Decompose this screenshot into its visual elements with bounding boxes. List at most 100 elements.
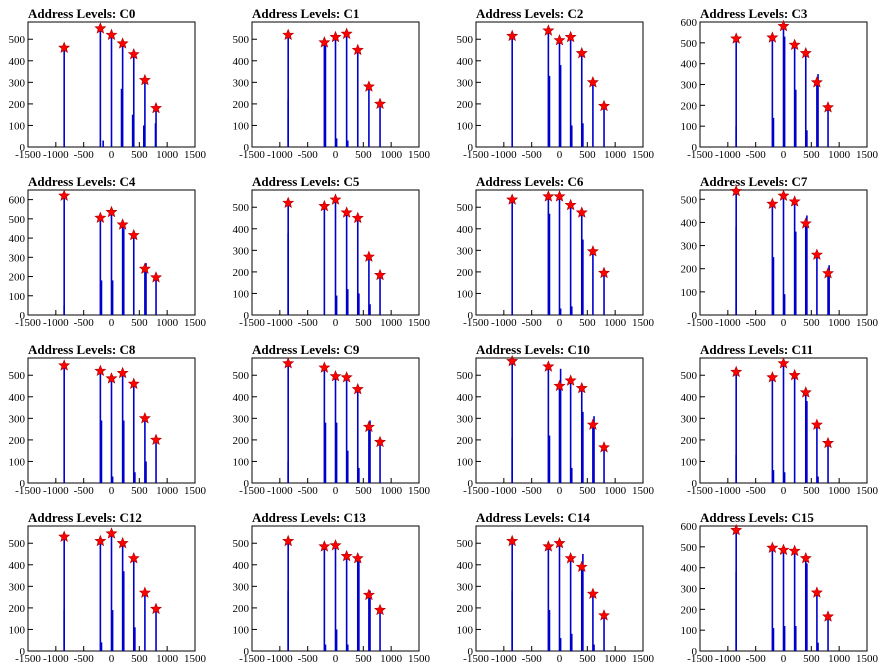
y-tick-label: 500 bbox=[681, 370, 698, 382]
y-tick-label: 300 bbox=[457, 413, 474, 425]
y-tick-label: 100 bbox=[457, 624, 474, 636]
x-tick-label: 500 bbox=[579, 485, 596, 497]
chart-svg: Address Levels: C10 0 100 200 300 400 500 -1500… bbox=[457, 342, 655, 497]
chart-title: Address Levels: C9 bbox=[252, 342, 360, 357]
peak-star-marker bbox=[127, 377, 140, 389]
y-tick-label: 400 bbox=[9, 56, 26, 68]
peak-star-marker bbox=[362, 420, 375, 433]
y-tick-label: 200 bbox=[457, 603, 474, 615]
y-tick-label: 0 bbox=[692, 646, 698, 658]
x-tick-label: -1500 bbox=[15, 317, 41, 329]
chart-panel: Address Levels: C7 0 100 200 300 400 500 -1500-… bbox=[672, 168, 896, 336]
y-tick-label: 100 bbox=[233, 120, 250, 132]
peak-star-marker bbox=[127, 552, 140, 564]
chart-svg: Address Levels: C80100200300400500-1500-… bbox=[9, 342, 207, 497]
y-tick-label: 200 bbox=[9, 435, 26, 447]
peak-star-marker bbox=[150, 602, 163, 615]
x-tick-label: 0 bbox=[333, 653, 339, 665]
peak-star-marker bbox=[810, 586, 823, 598]
y-tick-label: 600 bbox=[9, 195, 26, 207]
y-tick-label: 0 bbox=[468, 310, 474, 322]
chart-svg: Address Levels: C15 0 100 200 300 400 500 600 -1… bbox=[681, 510, 879, 665]
peak-star-marker bbox=[116, 536, 129, 549]
x-tick-label: -1000 bbox=[43, 317, 69, 329]
peak-star-marker bbox=[586, 418, 599, 430]
peak-star-marker bbox=[340, 371, 353, 383]
peak-star-marker bbox=[730, 523, 743, 536]
chart-title: Address Levels: C11 bbox=[700, 342, 813, 357]
peak-star-marker bbox=[105, 527, 118, 539]
x-tick-label: 1500 bbox=[856, 149, 879, 161]
y-tick-label: 600 bbox=[681, 521, 698, 533]
peak-star-marker bbox=[542, 540, 555, 552]
chart-panel: Address Levels: C4 0 100 200 300 400 500 600 -15… bbox=[0, 168, 224, 336]
peak-star-marker bbox=[810, 418, 823, 430]
y-tick-label: 300 bbox=[457, 581, 474, 593]
peak-star-marker bbox=[506, 29, 519, 42]
y-tick-label: 400 bbox=[233, 56, 250, 68]
y-tick-label: 100 bbox=[233, 456, 250, 468]
peak-star-marker bbox=[766, 541, 779, 553]
x-tick-label: 1000 bbox=[828, 485, 851, 497]
y-tick-label: 100 bbox=[9, 120, 26, 132]
y-tick-label: 200 bbox=[233, 99, 250, 111]
peak-star-marker bbox=[282, 534, 295, 547]
y-tick-label: 200 bbox=[233, 435, 250, 447]
peak-star-marker bbox=[506, 354, 519, 367]
x-tick-label: 1500 bbox=[408, 485, 431, 497]
chart-svg: Address Levels: C20100200300400500-1500-… bbox=[457, 6, 655, 161]
peak-star-marker bbox=[318, 361, 331, 373]
peak-star-marker bbox=[329, 539, 342, 551]
x-tick-label: -500 bbox=[74, 317, 95, 329]
x-tick-label: 1500 bbox=[632, 317, 655, 329]
x-tick-label: -1500 bbox=[239, 317, 265, 329]
peak-star-marker bbox=[586, 76, 599, 88]
peak-star-marker bbox=[788, 38, 801, 51]
peak-star-marker bbox=[58, 41, 71, 53]
x-tick-label: 1000 bbox=[828, 317, 851, 329]
chart-svg: Address Levels: C50100200300400500-1500-… bbox=[233, 174, 431, 329]
x-tick-label: -1500 bbox=[239, 149, 265, 161]
peak-star-marker bbox=[58, 530, 71, 542]
y-tick-label: 500 bbox=[9, 538, 26, 550]
chart-panel: Address Levels: C9 0 100 200 300 400 500 -1500-… bbox=[224, 336, 448, 504]
x-tick-label: -1500 bbox=[239, 653, 265, 665]
x-tick-label: 500 bbox=[803, 653, 820, 665]
chart-panel: Address Levels: C1 0 100 200 300 400 500 -1500-… bbox=[224, 0, 448, 168]
x-tick-label: 1000 bbox=[604, 485, 627, 497]
peak-star-marker bbox=[586, 245, 599, 257]
y-tick-label: 100 bbox=[9, 291, 26, 303]
peak-star-marker bbox=[329, 370, 342, 382]
x-tick-label: -1500 bbox=[687, 317, 713, 329]
chart-svg: Address Levels: C3 0 100 200 300 400 500 600 -15… bbox=[681, 6, 879, 161]
peak-star-marker bbox=[318, 36, 331, 48]
chart-panel: Address Levels: C0 0 100 200 300 400 500 -1500-… bbox=[0, 0, 224, 168]
peak-star-marker bbox=[58, 359, 71, 371]
peak-star-marker bbox=[374, 603, 387, 616]
x-tick-label: 1500 bbox=[408, 317, 431, 329]
x-tick-label: -1500 bbox=[463, 149, 489, 161]
peak-star-marker bbox=[575, 560, 588, 573]
peak-star-marker bbox=[553, 34, 566, 46]
peak-star-marker bbox=[138, 73, 151, 86]
peak-star-marker bbox=[94, 211, 107, 223]
x-tick-label: 1500 bbox=[184, 149, 207, 161]
x-tick-label: 1000 bbox=[156, 485, 179, 497]
chart-title: Address Levels: C5 bbox=[252, 174, 360, 189]
y-tick-label: 200 bbox=[233, 267, 250, 279]
x-tick-label: -1500 bbox=[15, 653, 41, 665]
peak-star-marker bbox=[329, 193, 342, 205]
y-tick-label: 0 bbox=[244, 478, 250, 490]
y-tick-label: 200 bbox=[457, 435, 474, 447]
peak-star-marker bbox=[564, 552, 577, 564]
peak-star-marker bbox=[506, 193, 519, 205]
peak-star-marker bbox=[362, 588, 375, 601]
chart-svg: Address Levels: C90100200300400500-1500-… bbox=[233, 342, 431, 497]
y-tick-label: 400 bbox=[9, 560, 26, 572]
y-tick-label: 500 bbox=[233, 202, 250, 214]
peak-star-marker bbox=[788, 544, 801, 557]
x-tick-label: 0 bbox=[109, 653, 115, 665]
x-tick-label: 1500 bbox=[184, 317, 207, 329]
y-tick-label: 300 bbox=[681, 241, 698, 253]
x-tick-label: 0 bbox=[557, 485, 563, 497]
